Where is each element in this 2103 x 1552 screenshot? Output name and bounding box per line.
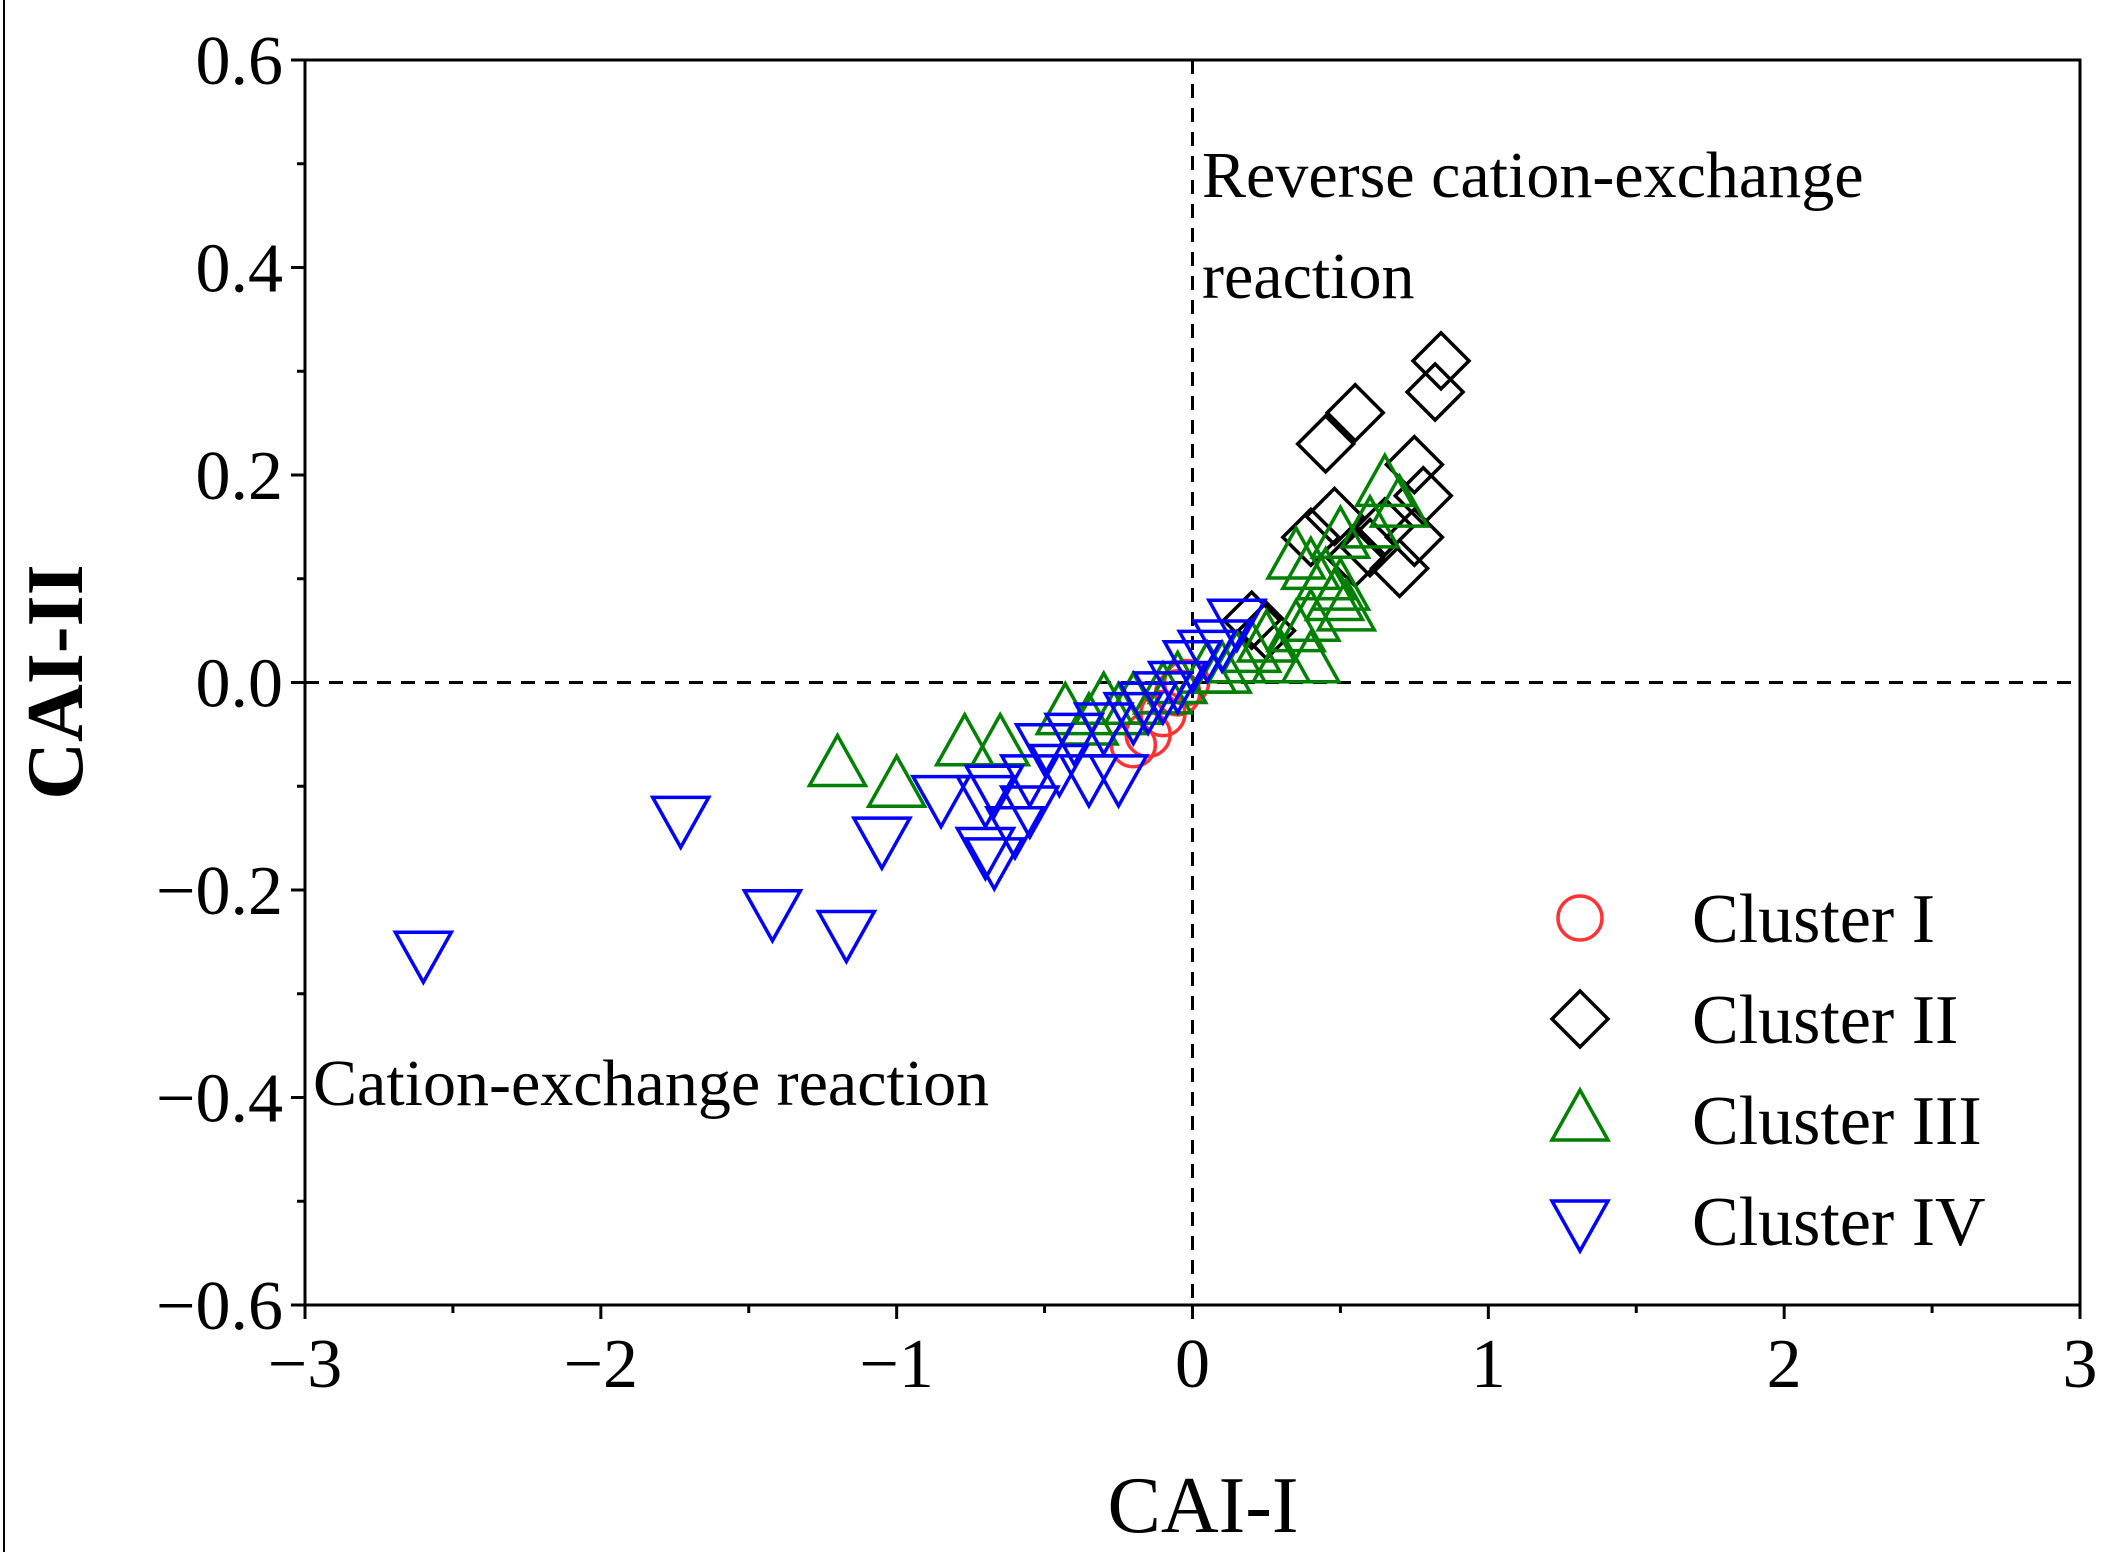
legend-label: Cluster III	[1692, 1083, 1982, 1160]
x-tick-labels: −3 −2 −1 0 1 2 3	[268, 1326, 2098, 1403]
annotation-reverse-line-1: Reverse cation-exchange	[1202, 139, 1863, 212]
y-tick-label: −0.6	[156, 1268, 283, 1345]
data-point	[1369, 537, 1431, 599]
annotations: Reverse cation-exchange reaction Cation-…	[313, 139, 1863, 1120]
data-point	[865, 752, 928, 808]
x-axis-title: CAI-I	[1107, 1462, 1298, 1550]
data-point	[1410, 330, 1472, 392]
y-tick-label: −0.2	[156, 853, 283, 930]
data-point	[1315, 576, 1378, 632]
data-point	[1131, 671, 1194, 727]
x-tick-label: −2	[564, 1326, 638, 1403]
annotation-reverse-line-2: reaction	[1202, 240, 1415, 313]
data-point	[815, 909, 878, 966]
plot-area	[291, 58, 2082, 1319]
axis-ticks	[291, 58, 2082, 1319]
legend-label: Cluster IV	[1692, 1184, 1986, 1261]
y-tick-labels: −0.6 −0.4 −0.2 0.0 0.2 0.4 0.6	[156, 23, 283, 1345]
data-point	[741, 889, 804, 945]
data-point	[910, 774, 973, 831]
y-tick-label: 0.6	[196, 23, 284, 100]
x-tick-label: 0	[1175, 1326, 1210, 1403]
data-point	[1043, 712, 1106, 768]
data-point	[954, 826, 1017, 883]
data-point	[649, 795, 712, 851]
data-point	[1303, 565, 1366, 622]
data-point	[1205, 598, 1268, 654]
data-point	[392, 930, 455, 986]
data-point	[1102, 691, 1165, 748]
data-point	[1368, 472, 1431, 528]
legend-marker	[1549, 1199, 1611, 1255]
data-point	[1383, 506, 1445, 568]
data-point	[1339, 517, 1401, 579]
legend-label: Cluster I	[1692, 881, 1935, 958]
legend-marker	[1549, 988, 1611, 1050]
x-tick-label: −3	[268, 1326, 342, 1403]
x-tick-label: 1	[1471, 1326, 1506, 1403]
data-point	[1265, 597, 1328, 653]
legend-label: Cluster II	[1692, 982, 1958, 1059]
data-point	[1304, 486, 1365, 547]
y-axis-title: CAI-II	[12, 564, 100, 800]
legend-item: Cluster IV	[1549, 1184, 1986, 1261]
data-point	[1221, 589, 1283, 651]
data-point	[1191, 619, 1254, 675]
reference-lines	[305, 60, 2080, 1305]
legend: Cluster I Cluster II Cluster III Cluster IV	[1549, 881, 1986, 1261]
y-tick-label: 0.4	[196, 231, 284, 308]
data-point	[998, 785, 1061, 841]
data-point	[1339, 493, 1401, 549]
data-point	[1072, 702, 1135, 758]
data-points	[392, 330, 1472, 986]
data-point	[1404, 361, 1466, 423]
data-point	[1176, 629, 1239, 685]
x-tick-label: −1	[859, 1326, 933, 1403]
data-point	[954, 774, 1017, 831]
data-point	[1087, 754, 1150, 810]
y-tick-label: 0.0	[196, 646, 284, 723]
annotation-forward: Cation-exchange reaction	[313, 1047, 989, 1120]
series-cluster-3	[806, 451, 1431, 808]
data-point	[984, 806, 1046, 862]
data-point	[1324, 382, 1386, 444]
data-point	[1250, 628, 1313, 684]
data-point	[1295, 413, 1357, 475]
x-tick-label: 3	[2063, 1326, 2098, 1403]
legend-marker	[1549, 1086, 1611, 1142]
data-point	[850, 816, 913, 872]
legend-item: Cluster III	[1549, 1083, 1982, 1160]
legend-item: Cluster I	[1556, 881, 1935, 958]
data-point	[1131, 659, 1194, 715]
x-tick-label: 2	[1767, 1326, 1802, 1403]
data-point	[1383, 434, 1445, 496]
y-tick-label: 0.2	[196, 438, 284, 515]
data-point	[1117, 681, 1180, 737]
data-point	[963, 837, 1026, 893]
data-point	[1161, 640, 1224, 696]
data-point	[1265, 524, 1328, 580]
data-point	[1146, 648, 1209, 705]
data-point	[806, 731, 869, 788]
series-cluster-4	[392, 598, 1268, 986]
data-point	[1294, 545, 1357, 601]
data-point	[1279, 586, 1342, 642]
data-point	[963, 764, 1026, 820]
legend-item: Cluster II	[1549, 982, 1958, 1059]
data-point	[1013, 723, 1076, 779]
y-tick-label: −0.4	[156, 1061, 283, 1138]
data-point	[1146, 660, 1209, 717]
legend-marker	[1556, 894, 1604, 942]
data-point	[1028, 743, 1091, 800]
